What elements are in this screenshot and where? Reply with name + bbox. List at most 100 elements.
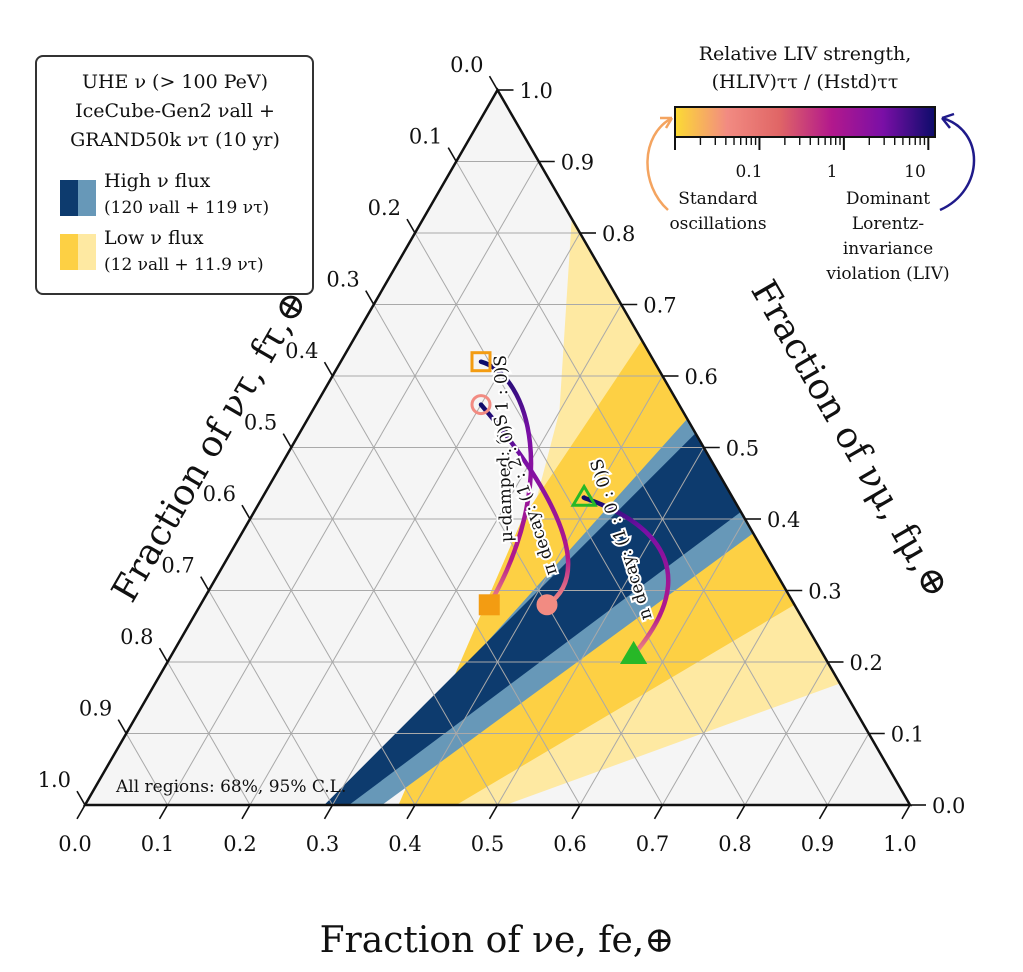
tick-label-fmu-1: 0.1 — [891, 723, 924, 747]
tick-label-fmu-10: 1.0 — [520, 79, 553, 103]
grid-fe-8 — [744, 661, 828, 806]
tick-fe-5 — [488, 804, 499, 820]
grid-ftau-5 — [290, 447, 498, 806]
tick-label-ftau-5: 0.5 — [244, 411, 277, 435]
legend-frame — [35, 55, 314, 295]
grid-fe-1 — [167, 161, 540, 806]
tick-fe-0 — [76, 804, 86, 820]
tick-label-fe-1: 0.1 — [141, 832, 174, 856]
legend-title-line-2: IceCube-Gen2 νall + — [75, 100, 275, 122]
tick-fe-6 — [571, 804, 581, 820]
grid-fe-3 — [332, 304, 622, 806]
tick-label-fmu-4: 0.4 — [767, 508, 800, 532]
axis-ticks: 0.0 0.0 0.0 0.1 0.1 0.1 0.2 0.2 0.2 0.3 0.3 0.3 0.4 0… — [38, 53, 966, 856]
grid-ftau-8 — [167, 661, 251, 806]
grid-ftau-6 — [249, 518, 416, 806]
tick-fe-10 — [901, 804, 911, 820]
standard-annotation-line-2: oscillations — [669, 214, 766, 234]
tick-label-fe-5: 0.5 — [471, 832, 504, 856]
tick-fe-7 — [653, 804, 664, 820]
tick-label-fmu-8: 0.8 — [602, 222, 635, 246]
tick-label-ftau-4: 0.4 — [285, 339, 318, 363]
liv-annotation-line-4: violation (LIV) — [825, 264, 949, 284]
standard-arrow-head — [660, 116, 674, 129]
legend-title-line-3: GRAND50k ντ (10 yr) — [70, 129, 280, 151]
colorbar-tick-label-0: 0.1 — [735, 162, 762, 182]
grid-ftau-7 — [208, 590, 333, 806]
tick-fe-8 — [736, 804, 746, 820]
tick-fe-2 — [241, 804, 251, 820]
grid-ftau-3 — [373, 304, 663, 806]
tick-label-ftau-3: 0.3 — [326, 268, 359, 292]
tick-label-fe-6: 0.6 — [553, 832, 586, 856]
tick-label-ftau-9: 0.9 — [79, 697, 112, 721]
legend-low-label: Low ν flux — [104, 227, 204, 249]
tick-ftau-2 — [406, 218, 416, 234]
legend-swatch-high-95 — [78, 180, 96, 216]
tick-label-fmu-9: 0.9 — [561, 151, 594, 175]
tick-label-fe-0: 0.0 — [58, 832, 91, 856]
tick-ftau-4 — [323, 361, 334, 377]
legend-swatch-low-68 — [60, 234, 78, 270]
legend-swatch-high-68 — [60, 180, 78, 216]
tick-ftau-9 — [117, 719, 127, 734]
standard-annotation-line-1: Standard — [678, 189, 758, 209]
flavor-path-2 — [581, 495, 671, 658]
liv-arrow-head — [941, 112, 955, 129]
tick-label-ftau-0: 0.0 — [450, 53, 483, 77]
liv-annotation-line-2: Lorentz- — [852, 214, 924, 234]
colorbar-tick-label-2: 10 — [904, 162, 926, 182]
confidence-note: All regions: 68%, 95% C.L. — [115, 777, 346, 797]
tick-label-fe-8: 0.8 — [718, 832, 751, 856]
path-start-marker-2 — [620, 640, 648, 665]
tick-label-ftau-2: 0.2 — [368, 196, 401, 220]
tick-label-fe-3: 0.3 — [306, 832, 339, 856]
legend-high-label: High ν flux — [104, 170, 211, 192]
tick-label-fmu-5: 0.5 — [726, 437, 759, 461]
tick-fe-4 — [406, 804, 416, 820]
tick-ftau-7 — [200, 576, 210, 591]
tick-fe-1 — [158, 804, 169, 820]
path-start-marker-1 — [536, 594, 558, 616]
tick-fe-3 — [323, 804, 334, 820]
grid-fe-6 — [579, 518, 746, 806]
standard-arrow — [646, 116, 673, 211]
grid-fe-7 — [662, 590, 787, 806]
tick-label-fe-10: 1.0 — [883, 832, 916, 856]
tick-ftau-3 — [365, 290, 375, 305]
tick-label-fmu-6: 0.6 — [685, 365, 718, 389]
tick-label-ftau-10: 1.0 — [38, 768, 71, 792]
tick-ftau-0 — [488, 75, 499, 91]
colorbar-title-line-1: Relative LIV strength, — [699, 43, 912, 65]
legend-low-detail: (12 νall + 11.9 ντ) — [104, 255, 264, 275]
right-axis-title: Fraction of νμ, fμ,⊕ — [742, 274, 957, 605]
grid-ftau-1 — [455, 161, 828, 806]
legend-title-line-1: UHE ν (> 100 PeV) — [82, 71, 268, 93]
liv-annotation-line-1: Dominant — [846, 189, 930, 209]
tick-ftau-8 — [158, 647, 169, 663]
tick-label-fmu-0: 0.0 — [932, 794, 965, 818]
path-end-marker-2 — [570, 483, 598, 507]
legend-high-detail: (120 νall + 119 ντ) — [104, 198, 269, 218]
grid-fe-9 — [827, 733, 870, 806]
tick-ftau-10 — [76, 790, 86, 806]
flavor-path-1 — [478, 402, 571, 608]
colorbar-bar — [674, 106, 936, 138]
tick-label-ftau-1: 0.1 — [409, 125, 442, 149]
tick-label-ftau-8: 0.8 — [120, 625, 153, 649]
tick-label-fe-9: 0.9 — [801, 832, 834, 856]
colorbar: Relative LIV strength, (HLIV)ττ / (Hstd)… — [646, 43, 976, 284]
tick-ftau-1 — [447, 147, 457, 162]
tick-ftau-6 — [241, 504, 251, 520]
tick-fe-9 — [818, 804, 829, 820]
tick-label-ftau-6: 0.6 — [203, 482, 236, 506]
grid-ftau-9 — [125, 733, 168, 806]
tick-label-fmu-7: 0.7 — [643, 294, 676, 318]
tick-label-fe-2: 0.2 — [223, 832, 256, 856]
tick-label-fmu-2: 0.2 — [850, 651, 883, 675]
tick-label-ftau-7: 0.7 — [161, 554, 194, 578]
tick-ftau-5 — [282, 433, 292, 448]
tick-label-fmu-3: 0.3 — [808, 580, 841, 604]
flavor-path-0 — [478, 359, 534, 608]
legend-swatch-low-95 — [78, 234, 96, 270]
